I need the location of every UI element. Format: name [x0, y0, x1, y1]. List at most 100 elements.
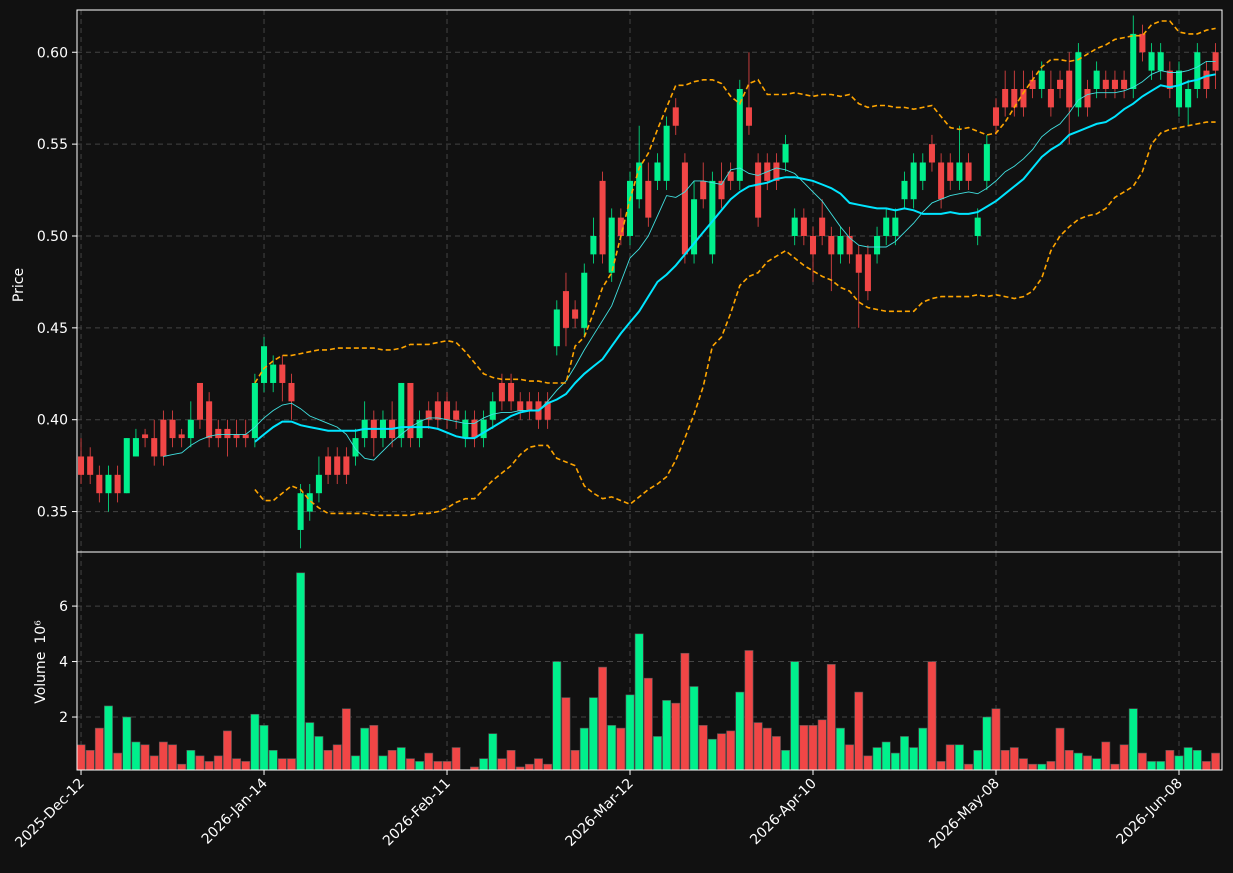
- volume-bar: [927, 661, 937, 771]
- candle-body: [297, 493, 304, 530]
- indicator-line: [254, 121, 1216, 517]
- y-tick-label: 0.40: [37, 413, 68, 429]
- volume-bar: [360, 727, 370, 771]
- candle-body: [1139, 33, 1146, 53]
- volume-bar: [808, 725, 818, 771]
- candle-body: [206, 401, 213, 439]
- volume-bar: [323, 750, 333, 771]
- volume-bar: [332, 744, 342, 771]
- volume-bar: [378, 755, 388, 771]
- volume-bar: [94, 727, 104, 771]
- volume-bar: [85, 750, 95, 771]
- candle-body: [453, 410, 460, 420]
- volume-bar: [1128, 708, 1138, 771]
- volume-bar: [607, 725, 617, 771]
- volume-bar: [991, 708, 1001, 771]
- candle-body: [1203, 70, 1210, 90]
- candle-body: [956, 162, 963, 181]
- candle-body: [745, 107, 752, 126]
- candle-body: [1084, 89, 1091, 108]
- candle-body: [498, 382, 505, 402]
- candle-body: [425, 410, 432, 420]
- volume-bar: [1055, 727, 1065, 771]
- volume-bar: [945, 744, 955, 771]
- volume-bar: [186, 750, 196, 771]
- candle-body: [928, 144, 935, 163]
- candle-body: [78, 456, 85, 475]
- candle-body: [791, 217, 798, 236]
- volume-bar: [762, 727, 772, 771]
- volume-bar: [497, 758, 507, 771]
- volume-bar: [698, 725, 708, 771]
- volume-bar: [900, 736, 909, 771]
- volume-bar: [341, 708, 351, 771]
- candle-body: [883, 217, 890, 236]
- volume-bar: [598, 666, 607, 771]
- candle-body: [983, 144, 990, 181]
- candle-body: [819, 217, 826, 236]
- volume-bar: [634, 633, 644, 771]
- volume-bar: [168, 744, 177, 771]
- candle-body: [1029, 79, 1036, 90]
- candle-body: [645, 180, 652, 218]
- volume-bar: [854, 691, 864, 771]
- candle-body: [306, 493, 313, 512]
- candle-body: [1038, 70, 1045, 90]
- candle-body: [508, 382, 515, 402]
- price-axis-label: Price: [11, 268, 27, 302]
- volume-bar: [717, 733, 726, 771]
- volume-bar: [296, 572, 306, 771]
- candle-body: [343, 456, 350, 475]
- volume-bar: [204, 761, 214, 771]
- candle-body: [398, 382, 405, 439]
- candle-body: [1166, 70, 1173, 90]
- candle-body: [105, 474, 112, 494]
- volume-bar: [625, 694, 635, 771]
- volume-bar: [415, 761, 424, 771]
- candle-body: [526, 401, 533, 411]
- volume-bar: [689, 686, 699, 771]
- volume-bar: [442, 761, 452, 771]
- y-tick-label: 0.45: [37, 321, 68, 337]
- volume-bar: [753, 722, 763, 771]
- candle-body: [965, 162, 972, 181]
- indicator-line: [254, 73, 1216, 443]
- volume-bar: [1000, 750, 1010, 771]
- volume-bar: [405, 758, 415, 771]
- candle-body: [325, 456, 332, 475]
- volume-bar: [836, 727, 845, 771]
- indicator-line: [163, 60, 1216, 461]
- candle-body: [919, 162, 926, 181]
- volume-bar: [241, 761, 251, 771]
- volume-bar: [653, 736, 662, 771]
- volume-bar: [158, 741, 168, 771]
- y-tick-label: 0.50: [37, 229, 68, 245]
- candle-body: [681, 162, 688, 255]
- candle-body: [178, 434, 185, 439]
- volume-bar: [1073, 752, 1083, 771]
- candle-body: [334, 456, 341, 475]
- candle-body: [1011, 89, 1018, 108]
- candle-body: [553, 309, 560, 347]
- candle-body: [1047, 89, 1054, 108]
- volume-bar: [451, 747, 461, 771]
- candle-body: [590, 235, 597, 255]
- volume-bar: [680, 652, 690, 771]
- candle-body: [87, 456, 94, 475]
- candle-body: [755, 162, 762, 218]
- volume-bar: [781, 750, 790, 771]
- candle-body: [1148, 52, 1155, 71]
- volume-bar: [726, 730, 736, 771]
- candle-body: [773, 162, 780, 181]
- candle-body: [691, 199, 698, 255]
- candle-body: [855, 254, 862, 273]
- volume-bar: [1028, 763, 1038, 771]
- volume-bar: [973, 750, 983, 771]
- volume-bar: [506, 750, 516, 771]
- candle-body: [471, 419, 478, 439]
- volume-bar: [277, 758, 287, 771]
- volume-bar: [259, 725, 269, 771]
- volume-bar: [223, 730, 232, 771]
- candle-body: [663, 125, 670, 181]
